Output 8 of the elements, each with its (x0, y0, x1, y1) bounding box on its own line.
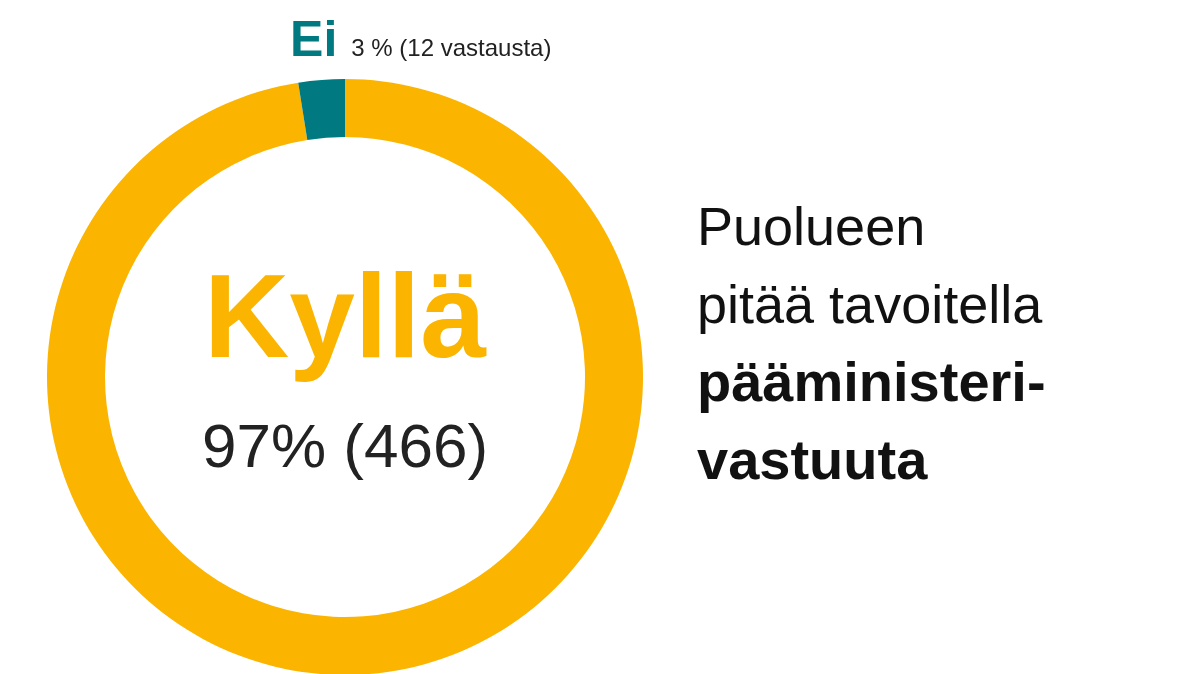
donut-slice (47, 79, 643, 674)
data-label: 97% (466) (201, 411, 489, 480)
text: pääministeri-vastuuta (697, 350, 1046, 491)
text: Puolueen pitää tavoitella (697, 196, 1044, 334)
slice-label: Kyllä (203, 250, 487, 382)
data-label: 3 % (12 vastausta) (351, 33, 552, 61)
donut-slice (298, 79, 345, 140)
slice-label: Ei (290, 10, 338, 67)
